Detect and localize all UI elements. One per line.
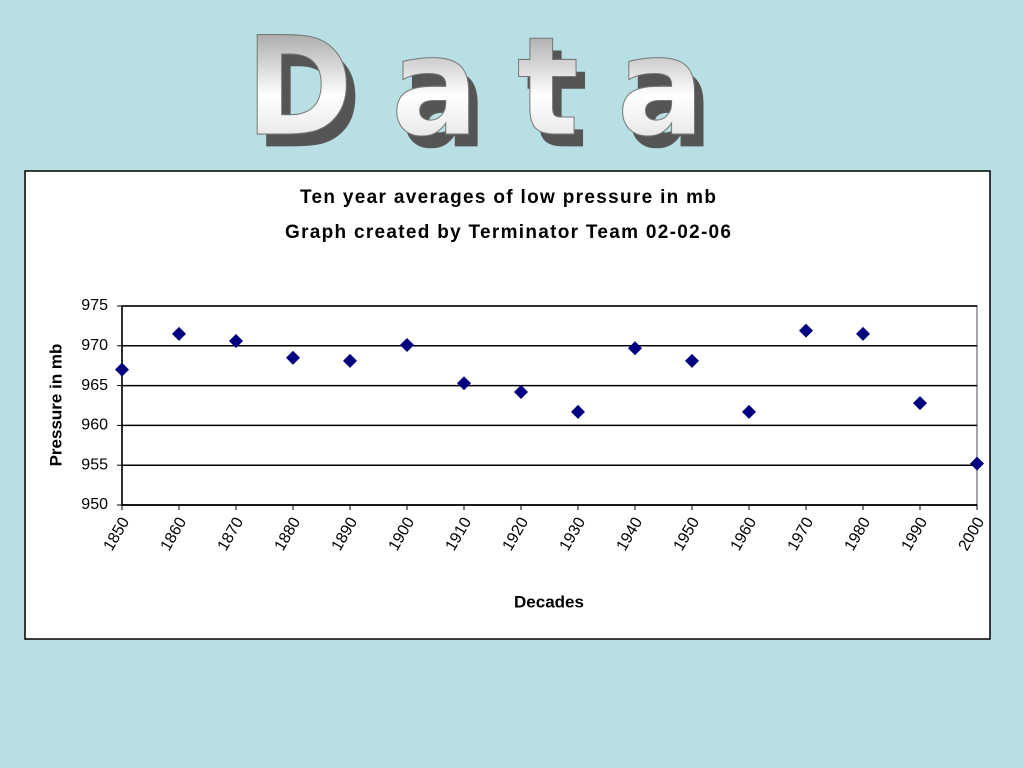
data-point — [799, 323, 813, 338]
data-point — [970, 456, 984, 471]
data-point — [514, 384, 528, 399]
data-point — [571, 404, 585, 419]
heading: Data — [245, 8, 742, 167]
data-point — [685, 353, 699, 368]
data-point — [172, 326, 186, 341]
heading-shadow: Data — [254, 20, 751, 179]
data-point — [115, 362, 129, 377]
data-point — [913, 396, 927, 411]
chart-subtitle: Graph created by Terminator Team 02-02-0… — [285, 222, 731, 243]
data-point — [628, 341, 642, 356]
data-point — [856, 326, 870, 341]
y-tick-label: 975 — [81, 297, 108, 314]
data-point — [343, 353, 357, 368]
x-axis-label: Decades — [514, 592, 584, 611]
y-tick-label: 970 — [81, 337, 108, 354]
data-point — [400, 338, 414, 353]
y-tick-label: 960 — [81, 417, 108, 434]
y-tick-label: 955 — [81, 456, 108, 473]
chart-title: Ten year averages of low pressure in mb — [300, 187, 716, 208]
data-point — [742, 404, 756, 419]
data-point — [457, 376, 471, 391]
y-tick-label: 950 — [81, 496, 108, 513]
data-point — [286, 350, 300, 365]
chart-area — [24, 170, 991, 640]
y-axis-label: Pressure in mb — [46, 344, 65, 467]
data-point — [229, 334, 243, 349]
y-tick-label: 965 — [81, 377, 108, 394]
